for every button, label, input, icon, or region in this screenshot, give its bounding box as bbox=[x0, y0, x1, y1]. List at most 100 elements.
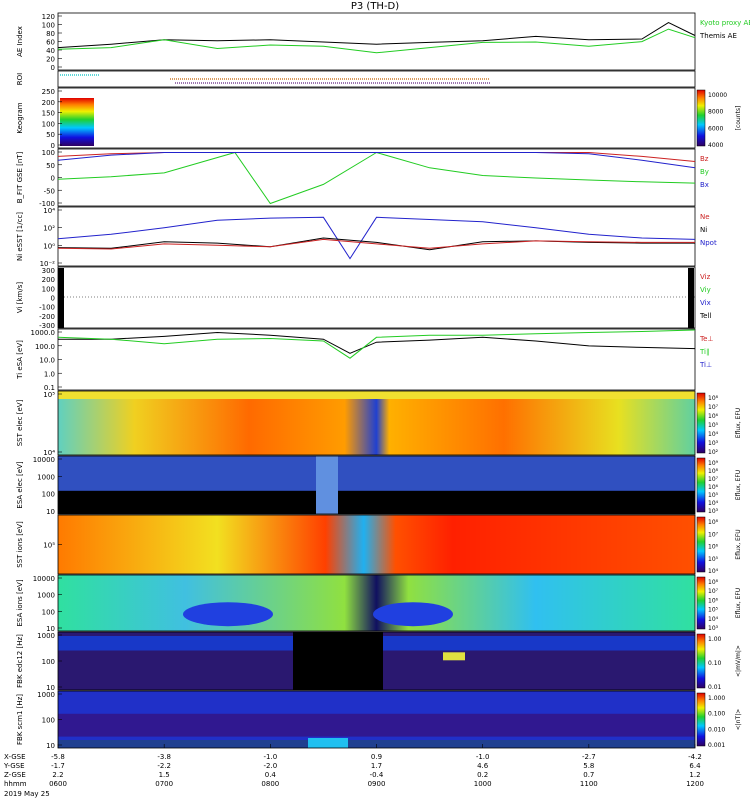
sst-e-spectrogram bbox=[58, 399, 695, 455]
ae-tick-label: 120 bbox=[42, 13, 55, 21]
fbk-e-tick-label: 100 bbox=[42, 658, 55, 666]
keogram-colorbar-tick: 10000 bbox=[708, 92, 727, 99]
vi-tick-label: -200 bbox=[39, 313, 55, 321]
x-row-value: 0.7 bbox=[583, 771, 594, 779]
fbk-b-tick-label: 1000 bbox=[37, 691, 55, 699]
esa-e-colorbar-tick: 10⁹ bbox=[708, 460, 719, 467]
bfit-tick-label: -100 bbox=[39, 200, 55, 208]
sst-e-colorbar-tick: 10⁵ bbox=[708, 422, 719, 429]
fbk-e-colorbar-label: <|mV/m|> bbox=[735, 645, 742, 677]
ae-tick-label: 100 bbox=[42, 22, 55, 30]
keogram-tick-label: 0 bbox=[51, 142, 55, 150]
esa-e-center bbox=[316, 456, 338, 514]
sst-i-colorbar-tick: 10⁴ bbox=[708, 568, 719, 575]
keogram-tick-label: 150 bbox=[42, 110, 55, 118]
ae-legend-entry: Themis AE bbox=[699, 32, 737, 40]
esa-i-tick-label: 10 bbox=[46, 625, 55, 633]
esa-i-colorbar-label: Eflux, EFU bbox=[735, 588, 742, 618]
esa-e-ylabel: ESA elec [eV] bbox=[16, 461, 24, 508]
esa-e-frame bbox=[57, 455, 696, 515]
sst-e-frame bbox=[57, 390, 696, 456]
vi-ylabel: Vi [km/s] bbox=[16, 282, 24, 313]
vi-tick-label: -100 bbox=[39, 304, 55, 312]
ni-legend-entry: Ni bbox=[700, 226, 707, 234]
x-row-value: 0900 bbox=[368, 780, 386, 788]
x-row-value: -0.4 bbox=[370, 771, 384, 779]
x-row-label: Y-GSE bbox=[3, 762, 25, 770]
sst-e-colorbar-tick: 10² bbox=[708, 449, 719, 456]
x-row-value: 1.5 bbox=[159, 771, 170, 779]
x-row-value: -3.8 bbox=[157, 753, 171, 761]
sst-e-top-band bbox=[58, 391, 695, 399]
sst-e-colorbar-tick: 10⁷ bbox=[708, 404, 719, 411]
date-label: 2019 May 25 bbox=[4, 790, 50, 798]
x-row-value: 1.2 bbox=[689, 771, 700, 779]
x-row-value: -5.8 bbox=[51, 753, 65, 761]
vi-tick-label: -300 bbox=[39, 322, 55, 330]
x-row-value: -1.0 bbox=[263, 753, 277, 761]
ae-tick-label: 40 bbox=[46, 47, 55, 55]
x-row-label: Z-GSE bbox=[4, 771, 26, 779]
x-row-value: 0.9 bbox=[371, 753, 382, 761]
fbk-e-ylabel: FBK edc12 [Hz] bbox=[16, 634, 24, 688]
x-row-value: 1000 bbox=[474, 780, 492, 788]
x-row-value: 0600 bbox=[49, 780, 67, 788]
esa-e-low-energy bbox=[58, 490, 695, 514]
x-row-value: 1200 bbox=[686, 780, 704, 788]
ni-ylabel: Ni eSST [1/cc] bbox=[16, 212, 24, 261]
ni-tick-label: 10⁴ bbox=[43, 207, 55, 215]
keogram-tick-label: 100 bbox=[42, 120, 55, 128]
keogram-colorbar-tick: 4000 bbox=[708, 142, 723, 149]
series-line-kyotoproxyae bbox=[57, 28, 696, 54]
sst-i-colorbar-tick: 10⁸ bbox=[708, 519, 719, 526]
esa-e-tick-label: 100 bbox=[42, 491, 55, 499]
bfit-tick-label: -50 bbox=[44, 187, 55, 195]
x-row-value: 1.7 bbox=[371, 762, 382, 770]
sst-e-colorbar bbox=[696, 392, 706, 454]
vi-legend-entry: Tell bbox=[699, 312, 711, 320]
x-row-value: -1.0 bbox=[476, 753, 490, 761]
bfit-ylabel: B_FIT GSE [nT] bbox=[16, 151, 24, 203]
fbk-b-mid-band bbox=[58, 713, 695, 737]
sst-i-tick-label: 10⁵ bbox=[43, 542, 55, 550]
series-line-npot bbox=[57, 216, 696, 260]
esa-e-colorbar-tick: 10⁷ bbox=[708, 476, 719, 483]
vi-right-bar bbox=[688, 268, 694, 328]
series-line-bx bbox=[57, 152, 696, 169]
keogram-tick-label: 200 bbox=[42, 99, 55, 107]
keogram-ylabel: Keogram bbox=[16, 102, 24, 133]
fbk-e-colorbar-tick: 0.01 bbox=[708, 684, 722, 691]
series-line-ni bbox=[57, 237, 695, 251]
x-row-value: -1.7 bbox=[51, 762, 65, 770]
esa-e-colorbar bbox=[696, 457, 706, 513]
fbk-b-colorbar bbox=[696, 692, 706, 747]
fbk-b-colorbar-label: <|nT|> bbox=[735, 709, 742, 731]
bfit-legend-entry: By bbox=[700, 168, 709, 176]
x-row-value: 0.2 bbox=[477, 771, 488, 779]
fbk-e-tick-label: 10 bbox=[46, 684, 55, 692]
esa-i-blob-left bbox=[183, 602, 273, 627]
keogram-tick-label: 250 bbox=[42, 88, 55, 96]
ti-tick-label: 10.0 bbox=[39, 357, 55, 365]
series-line-ne bbox=[57, 238, 695, 250]
keogram-tick-label: 50 bbox=[46, 131, 55, 139]
bfit-tick-label: 0 bbox=[51, 175, 55, 183]
esa-e-colorbar-tick: 10⁵ bbox=[708, 492, 719, 499]
x-row-value: 5.8 bbox=[583, 762, 594, 770]
series-line-ti bbox=[57, 329, 696, 359]
sst-i-colorbar-tick: 10⁵ bbox=[708, 556, 719, 563]
sst-i-colorbar-label: Eflux, EFU bbox=[735, 529, 742, 559]
roi-frame bbox=[57, 70, 696, 88]
esa-e-colorbar-tick: 10⁸ bbox=[708, 468, 719, 475]
ni-tick-label: 10⁻² bbox=[40, 260, 56, 268]
x-row-label: X-GSE bbox=[4, 753, 26, 761]
series-line-themisae bbox=[57, 22, 696, 49]
bfit-legend-entry: Bx bbox=[700, 181, 709, 189]
bfit-legend-entry: Bz bbox=[700, 155, 709, 163]
fbk-b-tick-label: 100 bbox=[42, 717, 55, 725]
sst-e-colorbar-tick: 10⁶ bbox=[708, 413, 719, 420]
sst-e-tick-label: 10⁵ bbox=[43, 391, 55, 399]
esa-i-colorbar-tick: 10⁶ bbox=[708, 597, 719, 604]
